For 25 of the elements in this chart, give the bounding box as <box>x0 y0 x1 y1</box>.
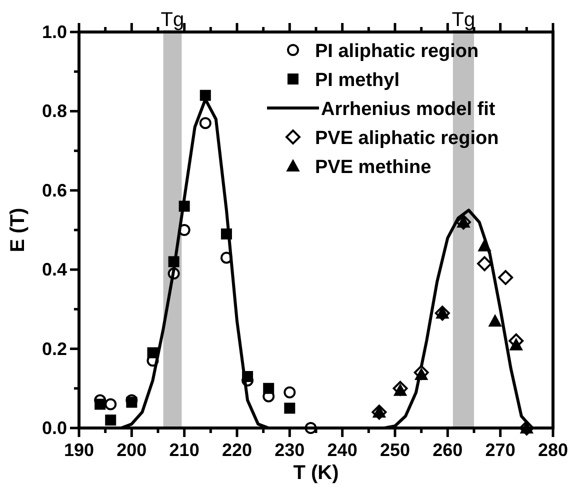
legend-label: PI aliphatic region <box>315 41 479 62</box>
band-label: Tg <box>452 9 476 31</box>
y-tick-label: 0.0 <box>42 418 67 438</box>
x-tick-label: 190 <box>64 440 94 460</box>
legend-label: PI methyl <box>315 70 400 91</box>
x-tick-label: 210 <box>169 440 200 460</box>
x-tick-label: 270 <box>485 440 516 460</box>
legend-label: Arrhenius model fit <box>321 99 496 120</box>
x-tick-label: 200 <box>116 440 147 460</box>
x-axis-title: T (K) <box>293 462 339 484</box>
x-tick-label: 240 <box>327 440 358 460</box>
x-tick-label: 280 <box>538 440 568 460</box>
y-tick-label: 0.6 <box>42 180 67 200</box>
x-tick-label: 250 <box>380 440 410 460</box>
legend-label: PVE methine <box>315 157 432 178</box>
y-tick-label: 0.2 <box>42 338 67 359</box>
y-tick-label: 0.8 <box>42 101 67 122</box>
legend-label: PVE aliphatic region <box>315 128 499 149</box>
x-tick-label: 260 <box>432 440 463 460</box>
y-tick-label: 0.4 <box>42 260 67 280</box>
x-tick-label: 220 <box>222 440 252 460</box>
x-tick-label: 230 <box>274 440 305 460</box>
y-tick-label: 1.0 <box>42 22 67 42</box>
band-label: Tg <box>160 9 184 31</box>
y-axis-title: E (T) <box>7 208 29 252</box>
